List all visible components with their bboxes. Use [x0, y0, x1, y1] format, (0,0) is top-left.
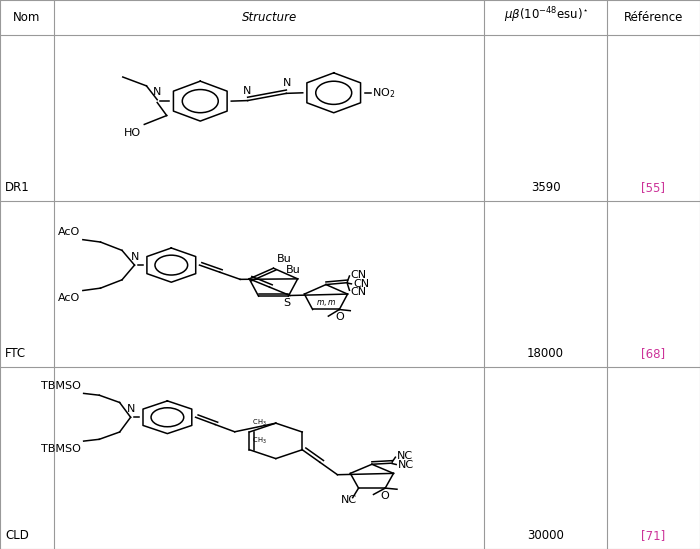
Text: Référence: Référence: [624, 11, 683, 24]
Text: HO: HO: [124, 128, 141, 138]
Text: N: N: [283, 79, 291, 88]
Text: DR1: DR1: [5, 181, 29, 194]
Text: $\mathit{m,m}$: $\mathit{m,m}$: [316, 298, 336, 308]
Text: TBMSO: TBMSO: [41, 380, 80, 391]
Text: N: N: [127, 404, 136, 414]
Text: 30000: 30000: [527, 529, 564, 542]
Text: NC: NC: [398, 460, 414, 469]
Text: 3590: 3590: [531, 181, 561, 194]
Text: TBMSO: TBMSO: [41, 444, 80, 454]
Text: AcO: AcO: [57, 293, 80, 304]
Text: CN: CN: [351, 270, 367, 280]
Text: AcO: AcO: [57, 227, 80, 237]
Text: CLD: CLD: [5, 529, 29, 542]
Text: 18000: 18000: [527, 347, 564, 360]
Text: CN: CN: [351, 287, 367, 296]
Text: O: O: [381, 491, 390, 501]
Text: O: O: [335, 312, 344, 322]
Text: FTC: FTC: [5, 347, 26, 360]
Text: Structure: Structure: [241, 11, 297, 24]
Text: N: N: [153, 87, 161, 97]
Text: $\,_{\rm CH_3}$: $\,_{\rm CH_3}$: [251, 417, 267, 428]
Text: [71]: [71]: [641, 529, 666, 542]
Text: [55]: [55]: [641, 181, 666, 194]
Text: N: N: [243, 86, 251, 96]
Text: [68]: [68]: [641, 347, 666, 360]
Text: NC: NC: [397, 451, 413, 461]
Text: N: N: [131, 252, 139, 262]
Text: S: S: [284, 298, 290, 308]
Text: Nom: Nom: [13, 11, 41, 24]
Text: CN: CN: [354, 279, 370, 289]
Text: $\mu\beta(10^{-48}$esu$)^{\star}$: $\mu\beta(10^{-48}$esu$)^{\star}$: [503, 6, 588, 25]
Text: Bu: Bu: [277, 254, 292, 264]
Text: Bu: Bu: [286, 265, 301, 274]
Text: NO$_2$: NO$_2$: [372, 86, 396, 100]
Text: $\,_{\rm CH_3}$: $\,_{\rm CH_3}$: [251, 435, 267, 446]
Text: NC: NC: [341, 495, 357, 505]
